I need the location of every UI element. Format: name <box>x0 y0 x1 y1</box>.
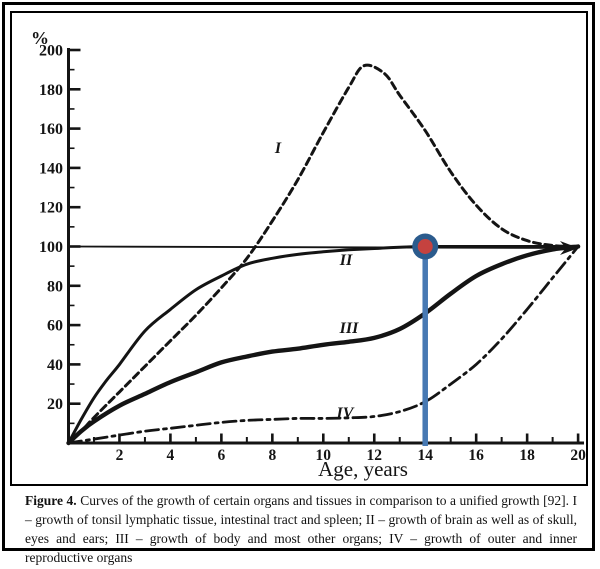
y-tick-label: 160 <box>39 121 63 138</box>
curve-label-II: II <box>339 252 353 269</box>
annotation-marker-dot <box>417 239 433 254</box>
x-tick-label: 10 <box>316 447 332 464</box>
x-axis-ticks: 2 4 6 8 10 12 14 16 18 20 <box>92 433 586 464</box>
x-tick-label: 6 <box>218 447 226 464</box>
y-tick-label: 200 <box>39 43 63 60</box>
curve-label-I: I <box>274 140 282 157</box>
figure-caption-label: Figure 4. <box>25 493 77 508</box>
y-tick-label: 60 <box>47 318 63 335</box>
y-axis-unit-percent: % <box>31 28 49 48</box>
y-tick-label: 20 <box>47 396 63 413</box>
x-tick-label: 2 <box>116 447 124 464</box>
curve-label-IV: IV <box>336 405 355 422</box>
click-annotation <box>412 233 439 446</box>
x-tick-label: 8 <box>268 447 276 464</box>
x-tick-label: 16 <box>468 447 484 464</box>
x-tick-label: 20 <box>570 447 586 464</box>
curve-I <box>67 63 580 445</box>
y-tick-label: 80 <box>47 278 63 295</box>
figure-caption: Figure 4. Curves of the growth of certai… <box>25 491 577 567</box>
figure-caption-text: Curves of the growth of certain organs a… <box>25 493 577 565</box>
x-axis-title: Age, years <box>318 457 408 481</box>
y-axis-ticks: 20 40 60 80 100 120 140 160 180 200 <box>39 43 81 425</box>
y-tick-label: 140 <box>39 160 63 177</box>
y-tick-label: 180 <box>39 82 63 99</box>
curve-IV <box>67 245 580 445</box>
convergence-arrowhead <box>560 241 579 255</box>
x-tick-label: 18 <box>519 447 535 464</box>
curve-label-III: III <box>339 320 359 337</box>
y-tick-label: 120 <box>39 200 63 217</box>
y-tick-label: 100 <box>39 239 63 256</box>
y-tick-label: 40 <box>47 357 63 374</box>
x-tick-label: 14 <box>417 447 433 464</box>
x-tick-label: 4 <box>167 447 175 464</box>
curve-III <box>66 244 581 446</box>
x-tick-label: 12 <box>367 447 383 464</box>
